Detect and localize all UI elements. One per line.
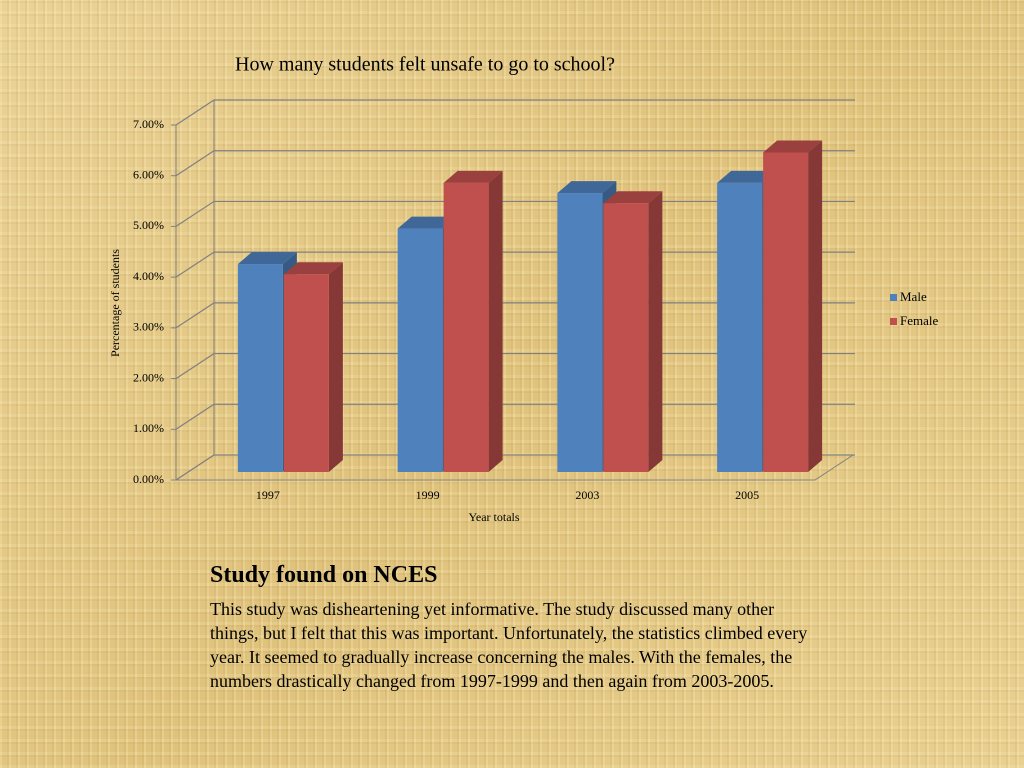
bar: [397, 228, 443, 472]
bar: [283, 274, 329, 472]
legend-swatch: [890, 318, 897, 325]
bar-top: [717, 170, 777, 183]
bar: [237, 264, 283, 472]
legend-swatch: [890, 294, 897, 301]
bar-top: [283, 262, 343, 275]
bar-top: [237, 252, 297, 265]
grid-line: [175, 99, 855, 126]
y-tick-label: 0.00%: [133, 472, 164, 486]
y-tick-label: 1.00%: [133, 421, 164, 435]
grid-line: [175, 150, 855, 177]
bar-top: [603, 191, 663, 204]
bar-top: [443, 170, 503, 183]
bar: [763, 152, 809, 472]
heading: Study found on NCES: [210, 562, 438, 588]
bar-top: [557, 181, 617, 194]
y-tick-label: 5.00%: [133, 218, 164, 232]
y-tick-label: 6.00%: [133, 167, 164, 181]
chart: How many students felt unsafe to go to s…: [108, 54, 939, 524]
bar: [557, 193, 603, 473]
bar: [443, 182, 489, 472]
y-tick-label: 3.00%: [133, 320, 164, 334]
bar: [603, 203, 649, 472]
bar-top: [763, 140, 823, 153]
bar-side: [648, 191, 663, 472]
x-axis-label: Year totals: [468, 510, 519, 524]
y-tick-label: 2.00%: [133, 370, 164, 384]
body-text: This study was disheartening yet informa…: [210, 599, 808, 691]
legend-label: Male: [900, 289, 927, 304]
x-tick-label: 2005: [735, 488, 759, 502]
y-tick-label: 4.00%: [133, 269, 164, 283]
bar-side: [808, 140, 823, 472]
x-tick-label: 2003: [575, 488, 599, 502]
chart-title: How many students felt unsafe to go to s…: [235, 54, 615, 76]
bar-top: [397, 216, 457, 229]
legend-label: Female: [900, 313, 938, 328]
bar: [717, 182, 763, 472]
y-axis-label: Percentage of students: [108, 249, 122, 357]
x-tick-label: 1999: [416, 488, 440, 502]
x-tick-label: 1997: [256, 488, 280, 502]
y-tick-label: 7.00%: [133, 117, 164, 131]
bar-side: [488, 170, 503, 472]
bar-side: [328, 262, 343, 472]
text-block: Study found on NCES This study was dishe…: [210, 562, 810, 693]
